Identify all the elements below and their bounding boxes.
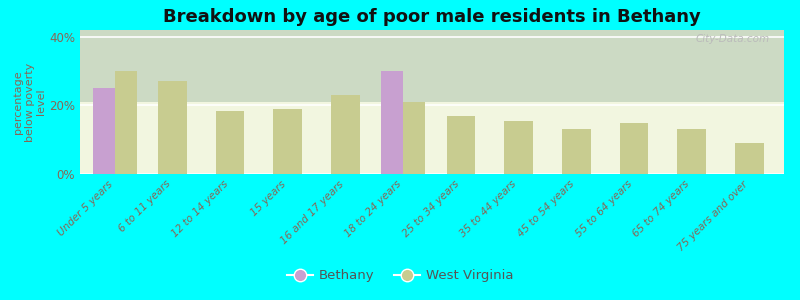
Bar [274,109,302,174]
Bar [114,71,137,174]
Bar [562,129,590,174]
Bar [735,143,764,174]
Bar [620,123,648,174]
Bar [403,102,425,174]
Bar [331,95,360,174]
Bar [382,71,403,174]
Bar [504,121,533,174]
Legend: Bethany, West Virginia: Bethany, West Virginia [282,264,518,287]
Title: Breakdown by age of poor male residents in Bethany: Breakdown by age of poor male residents … [163,8,701,26]
Bar [216,111,244,174]
Bar [93,88,114,174]
Bar [678,129,706,174]
Bar [158,81,186,174]
Bar [446,116,475,174]
Y-axis label: percentage
below poverty
level: percentage below poverty level [13,62,46,142]
Text: City-Data.com: City-Data.com [696,34,770,44]
